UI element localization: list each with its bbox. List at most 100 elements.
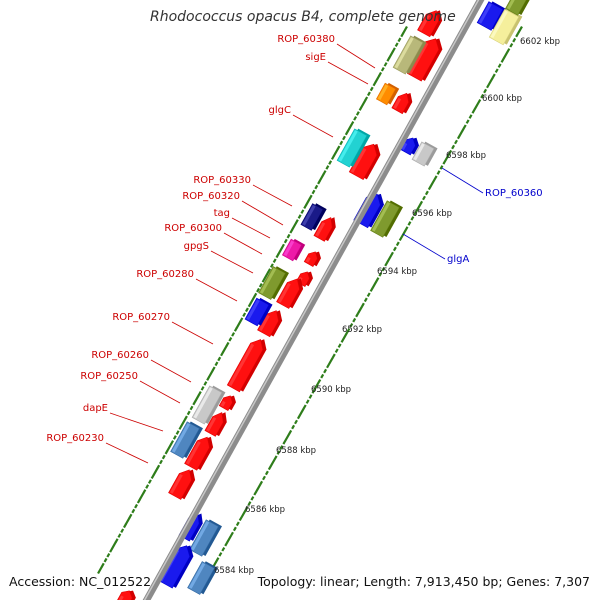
tick-mark bbox=[424, 190, 429, 196]
tick-mark bbox=[230, 531, 234, 537]
tick-mark bbox=[253, 292, 258, 298]
tick-mark bbox=[462, 124, 467, 130]
gene-feature bbox=[391, 92, 413, 115]
gene-features bbox=[116, 0, 531, 604]
tick-mark bbox=[206, 376, 211, 381]
feature-gloss bbox=[490, 10, 508, 39]
tick-mark bbox=[249, 295, 256, 305]
tick-mark bbox=[407, 221, 412, 226]
tick-mark bbox=[318, 173, 325, 182]
feature-face bbox=[300, 203, 324, 231]
tick-mark bbox=[172, 435, 177, 440]
tick-mark bbox=[294, 219, 299, 224]
tick-mark bbox=[442, 160, 447, 165]
gene-label-top: glgC bbox=[269, 105, 291, 116]
feature-gloss bbox=[206, 417, 217, 432]
tick-mark bbox=[350, 120, 355, 126]
feature-face bbox=[168, 469, 192, 500]
tick-mark bbox=[395, 241, 400, 247]
gene-feature bbox=[170, 421, 203, 459]
tick-mark bbox=[300, 209, 305, 214]
feature-face bbox=[392, 35, 424, 75]
scale-label: 6602 kbp bbox=[520, 37, 560, 47]
gene-feature bbox=[488, 8, 523, 46]
gene-feature bbox=[505, 0, 531, 16]
tick-mark bbox=[313, 382, 320, 391]
tick-mark bbox=[497, 63, 502, 68]
tick-mark bbox=[402, 25, 408, 35]
tick-mark bbox=[100, 562, 105, 568]
gene-label-top: gpgS bbox=[184, 241, 209, 252]
tick-mark bbox=[226, 535, 233, 544]
gene-feature bbox=[411, 141, 438, 167]
tick-mark bbox=[317, 378, 322, 384]
tick-mark bbox=[263, 271, 270, 280]
feature-face bbox=[258, 266, 286, 300]
tick-mark bbox=[297, 214, 302, 219]
tick-mark bbox=[267, 465, 272, 471]
tick-mark bbox=[487, 76, 494, 85]
tick-mark bbox=[207, 369, 214, 378]
tick-mark bbox=[138, 492, 145, 501]
gene-feature bbox=[189, 519, 222, 557]
tick-mark bbox=[156, 464, 161, 470]
tick-mark bbox=[357, 305, 363, 315]
feature-face bbox=[184, 436, 210, 471]
feature-gloss bbox=[413, 143, 425, 161]
tick-mark bbox=[391, 47, 396, 52]
tick-mark bbox=[272, 258, 277, 264]
tick-mark bbox=[372, 81, 377, 87]
tick-mark bbox=[256, 287, 260, 293]
scale-label: 6590 kbp bbox=[311, 385, 351, 395]
gene-feature bbox=[348, 143, 381, 181]
tick-mark bbox=[337, 343, 342, 348]
tick-mark bbox=[194, 394, 200, 403]
tick-mark bbox=[369, 287, 374, 292]
tick-mark bbox=[275, 253, 280, 259]
gene-label-top: dapE bbox=[83, 403, 108, 414]
tick-mark bbox=[433, 175, 438, 180]
tick-mark bbox=[317, 179, 321, 185]
tick-mark bbox=[259, 480, 264, 486]
tick-mark bbox=[238, 516, 243, 522]
feature-gloss bbox=[259, 267, 277, 294]
tick-mark bbox=[400, 229, 407, 238]
gene-feature bbox=[184, 436, 214, 471]
tick-mark bbox=[517, 25, 523, 35]
tick-mark bbox=[211, 366, 216, 372]
tick-mark bbox=[175, 430, 180, 435]
tick-mark bbox=[184, 415, 188, 421]
gene-feature bbox=[258, 266, 290, 300]
feature-gloss bbox=[377, 84, 389, 101]
feature-gloss bbox=[394, 37, 414, 69]
leader-line bbox=[402, 233, 446, 260]
tick-mark bbox=[214, 361, 219, 367]
tick-mark bbox=[388, 50, 395, 59]
map-title: Rhodococcus opacus B4, complete genome bbox=[150, 9, 456, 25]
tick-mark bbox=[117, 533, 122, 538]
tick-mark bbox=[378, 272, 383, 277]
tick-mark bbox=[269, 458, 276, 467]
tick-mark bbox=[283, 238, 288, 244]
tick-mark bbox=[491, 73, 496, 79]
gene-feature bbox=[303, 251, 321, 267]
topology-summary: Topology: linear; Length: 7,913,450 bp; … bbox=[257, 574, 590, 589]
tick-mark bbox=[261, 278, 266, 283]
tick-mark bbox=[355, 111, 360, 116]
tick-mark bbox=[364, 96, 369, 102]
tick-mark bbox=[120, 528, 125, 534]
tick-mark bbox=[500, 58, 505, 63]
tick-mark bbox=[429, 178, 436, 187]
tick-mark bbox=[291, 222, 298, 231]
scale-label: 6598 kbp bbox=[446, 151, 486, 161]
tick-mark bbox=[289, 228, 294, 234]
gene-feature bbox=[187, 561, 219, 595]
tick-mark bbox=[353, 116, 358, 121]
feature-face bbox=[391, 92, 410, 115]
tick-mark bbox=[386, 57, 391, 62]
gene-feature bbox=[191, 385, 226, 425]
feature-face bbox=[505, 0, 527, 16]
tick-mark bbox=[136, 498, 141, 504]
tick-mark bbox=[186, 410, 191, 416]
feature-gloss bbox=[408, 42, 429, 75]
